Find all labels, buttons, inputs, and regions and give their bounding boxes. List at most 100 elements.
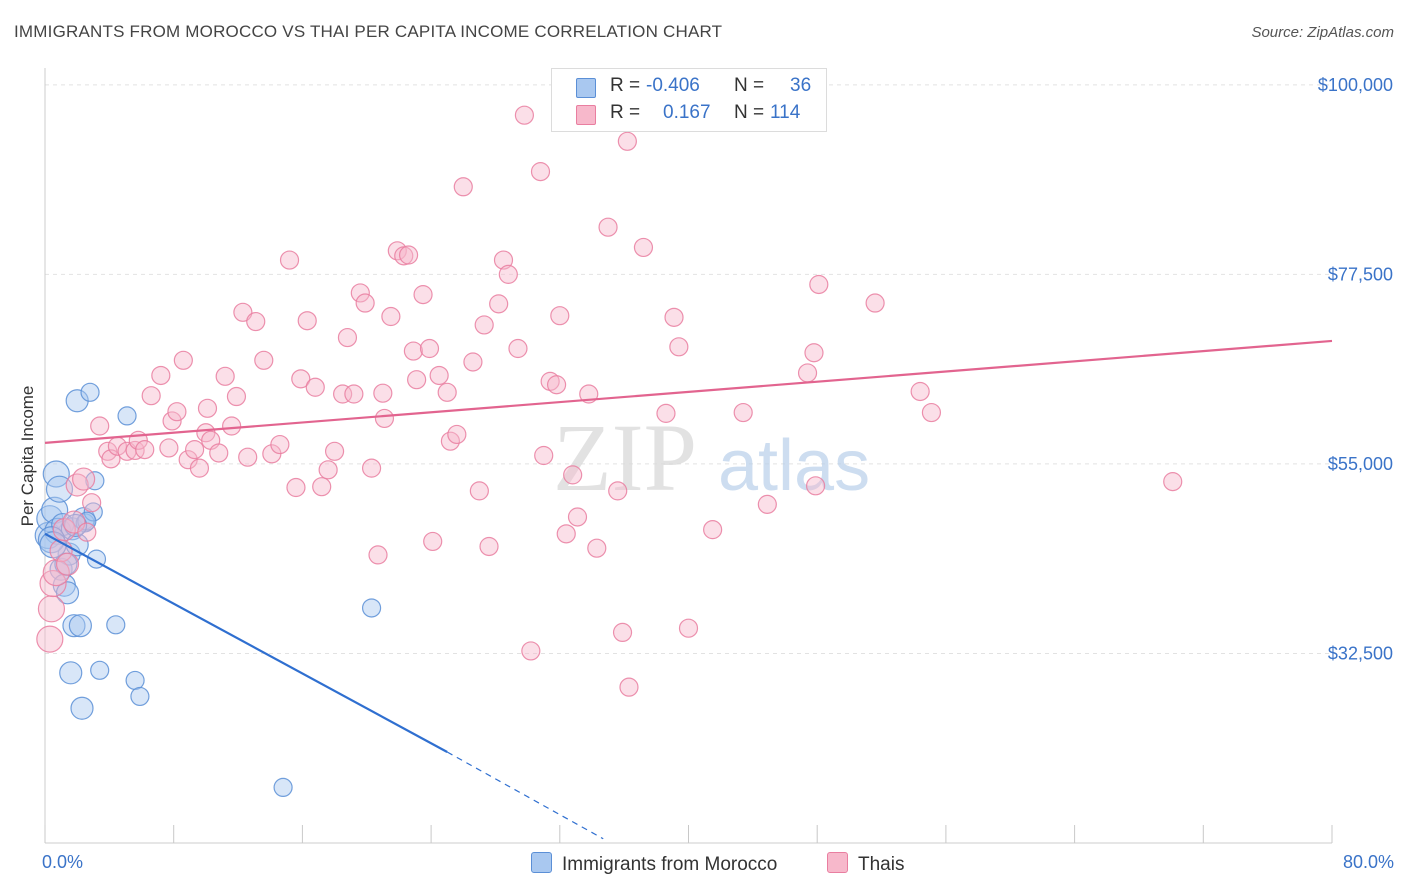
data-point	[226, 386, 247, 407]
data-point	[797, 363, 818, 383]
data-point	[387, 241, 407, 261]
data-point	[381, 306, 401, 327]
data-point	[678, 618, 699, 638]
data-point	[337, 327, 358, 348]
data-point	[804, 343, 824, 363]
data-point	[159, 438, 179, 458]
legend-n-label: N =	[734, 102, 765, 123]
data-point	[498, 264, 518, 284]
correlation-legend: R = -0.406 N = 36 R = 0.167 N = 114	[551, 68, 827, 132]
legend-swatch-thais	[576, 105, 596, 125]
data-point	[215, 366, 235, 386]
data-point	[90, 660, 110, 680]
data-point	[910, 381, 930, 402]
y-tick-label: $77,500	[1328, 264, 1393, 284]
data-point	[429, 365, 449, 386]
y-tick-label: $55,000	[1328, 454, 1393, 474]
legend-n-value: 36	[790, 75, 812, 96]
data-point	[55, 581, 80, 605]
data-point	[77, 522, 97, 542]
legend-r-label: R =	[610, 102, 641, 123]
data-point	[1163, 472, 1183, 492]
legend-r-value: -0.406	[646, 75, 700, 96]
data-point	[374, 408, 395, 429]
data-point	[318, 460, 338, 480]
source-label: Source: ZipAtlas.com	[1251, 24, 1394, 41]
data-point	[270, 434, 290, 455]
legend-n-label: N =	[734, 75, 765, 96]
data-point	[42, 558, 70, 587]
data-point	[398, 245, 419, 265]
data-point	[463, 352, 483, 372]
legend-swatch-morocco	[576, 78, 596, 98]
data-point	[355, 293, 375, 313]
data-point	[546, 375, 567, 395]
data-point	[361, 458, 382, 478]
data-point	[238, 447, 258, 467]
y-tick-labels: $32,500 $55,000 $77,500 $100,000	[1318, 75, 1393, 664]
data-point	[423, 531, 443, 552]
legend-n-value: 114	[770, 102, 801, 123]
data-point	[130, 686, 150, 707]
data-point	[90, 416, 110, 436]
data-point	[530, 162, 551, 182]
data-point	[39, 569, 67, 598]
chart-title: IMMIGRANTS FROM MOROCCO VS THAI PER CAPI…	[14, 22, 723, 41]
data-point	[185, 440, 205, 460]
data-point	[117, 406, 137, 426]
data-point	[135, 440, 155, 460]
data-point	[80, 382, 100, 402]
data-point	[246, 311, 266, 332]
y-axis-label: Per Capita Income	[18, 385, 37, 527]
data-point	[101, 449, 121, 469]
watermark: ZIP atlas	[553, 404, 870, 511]
data-point	[437, 382, 457, 402]
data-point	[669, 337, 689, 357]
data-point	[151, 365, 171, 386]
data-point	[333, 384, 353, 404]
data-point	[403, 341, 424, 361]
watermark-zip: ZIP	[553, 404, 697, 511]
data-point	[633, 237, 654, 258]
data-point	[664, 307, 684, 327]
data-point	[273, 777, 293, 798]
data-point	[521, 641, 541, 661]
data-point	[254, 350, 274, 370]
data-point	[368, 545, 388, 565]
trend-line	[44, 339, 1333, 444]
data-point	[373, 383, 393, 403]
bottom-legend-morocco: Immigrants from Morocco	[531, 852, 777, 876]
data-point	[162, 411, 182, 431]
x-tick-label-max: 80.0%	[1342, 852, 1394, 872]
bottom-legend-swatch-morocco	[531, 852, 552, 873]
x-tick-label-min: 0.0%	[42, 852, 84, 872]
data-point	[469, 481, 489, 501]
data-point	[612, 622, 633, 643]
data-point	[125, 670, 145, 691]
data-point	[733, 402, 753, 423]
data-point	[361, 598, 382, 618]
data-point	[608, 481, 628, 501]
data-point	[167, 402, 187, 422]
trend-line-extension	[446, 751, 604, 840]
data-point	[550, 306, 570, 326]
data-point	[233, 302, 253, 322]
y-tick-label: $32,500	[1328, 643, 1393, 663]
data-point	[36, 625, 64, 653]
data-point	[407, 370, 427, 390]
data-point	[68, 614, 92, 638]
data-point	[189, 458, 210, 478]
data-point	[222, 416, 242, 436]
data-point	[563, 465, 583, 485]
data-points	[34, 105, 1183, 798]
data-point	[703, 520, 723, 540]
gridlines	[45, 84, 1332, 654]
legend-r-label: R =	[610, 75, 641, 96]
bottom-legend-swatch-thais	[827, 852, 848, 873]
y-tick-label: $100,000	[1318, 75, 1393, 95]
data-point	[141, 386, 161, 406]
data-point	[809, 274, 829, 295]
data-point	[59, 661, 83, 685]
data-point	[70, 696, 94, 720]
